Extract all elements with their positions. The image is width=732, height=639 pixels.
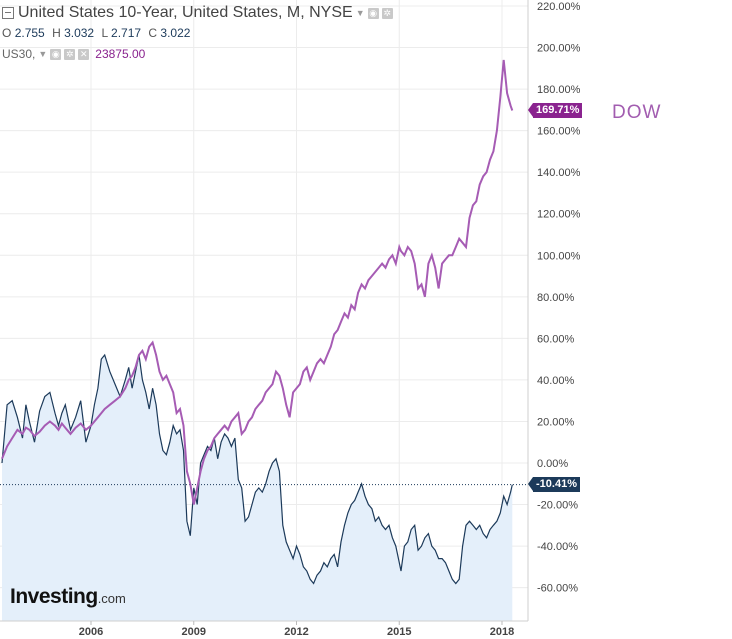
- y-tick-label: 220.00%: [537, 1, 581, 13]
- close-icon[interactable]: ✕: [78, 48, 90, 60]
- chart-legend-title[interactable]: United States 10-Year, United States, M,…: [2, 4, 393, 22]
- y-tick-label: 180.00%: [537, 84, 581, 96]
- logo-suffix: .com: [97, 591, 126, 606]
- ohlc-open: 2.755: [14, 26, 45, 40]
- chevron-down-icon[interactable]: ▼: [355, 8, 365, 18]
- visibility-icon[interactable]: ◉: [50, 48, 62, 60]
- compare-price: 23875.00: [95, 47, 146, 61]
- x-tick-label: 2009: [182, 626, 206, 638]
- collapse-icon[interactable]: [2, 7, 14, 19]
- dow-last-value-tag: 169.71%: [527, 102, 583, 118]
- tnx-last-value-tag: -10.41%: [528, 477, 580, 493]
- x-tick-label: 2012: [284, 626, 308, 638]
- visibility-icon[interactable]: ◉: [367, 7, 379, 19]
- dow-series-line[interactable]: [1, 59, 514, 505]
- y-tick-label: 100.00%: [537, 250, 581, 262]
- time-axis[interactable]: 2006 2009 2012 2015 2018: [79, 621, 514, 638]
- x-tick-label: 2018: [490, 626, 514, 638]
- compare-symbol-row[interactable]: US30, ▼ ◉ ✲ ✕ 23875.00: [2, 47, 145, 61]
- x-tick-label: 2015: [387, 626, 411, 638]
- y-tick-label: 200.00%: [537, 43, 581, 55]
- ohlc-low: 2.717: [111, 26, 142, 40]
- ohlc-open-key: O: [2, 26, 12, 40]
- ohlc-high-key: H: [52, 26, 61, 40]
- ohlc-values: O 2.755 H 3.032 L 2.717 C 3.022: [2, 26, 194, 40]
- y-tick-label: 20.00%: [537, 416, 575, 428]
- ohlc-low-key: L: [101, 26, 108, 40]
- chart-title: United States 10-Year, United States, M,…: [18, 4, 353, 21]
- y-tick-label: 160.00%: [537, 126, 581, 138]
- y-tick-label: -40.00%: [537, 541, 578, 553]
- investing-logo: Investing.com: [10, 585, 126, 609]
- y-tick-label: 0.00%: [537, 458, 568, 470]
- y-tick-label: 140.00%: [537, 167, 581, 179]
- y-tick-label: 80.00%: [537, 292, 575, 304]
- price-axis[interactable]: -60.00% -40.00% -20.00% 0.00% 20.00% 40.00% 60…: [537, 1, 581, 595]
- gear-icon[interactable]: ✲: [64, 48, 76, 60]
- ohlc-close: 3.022: [160, 26, 191, 40]
- tnx-series-line[interactable]: [1, 353, 513, 585]
- tnx-area-fill: [2, 355, 513, 621]
- chevron-down-icon[interactable]: ▼: [38, 49, 48, 59]
- y-tick-label: 120.00%: [537, 209, 581, 221]
- y-tick-label: 40.00%: [537, 375, 575, 387]
- ohlc-close-key: C: [148, 26, 158, 40]
- x-tick-label: 2006: [79, 626, 103, 638]
- gear-icon[interactable]: ✲: [381, 7, 393, 19]
- y-tick-label: 60.00%: [537, 333, 575, 345]
- compare-symbol: US30,: [2, 47, 36, 61]
- y-tick-label: -60.00%: [537, 583, 578, 595]
- ohlc-high: 3.032: [64, 26, 95, 40]
- y-tick-label: -20.00%: [537, 500, 578, 512]
- dow-annotation: DOW: [612, 102, 662, 123]
- logo-brand: Investing: [10, 585, 98, 608]
